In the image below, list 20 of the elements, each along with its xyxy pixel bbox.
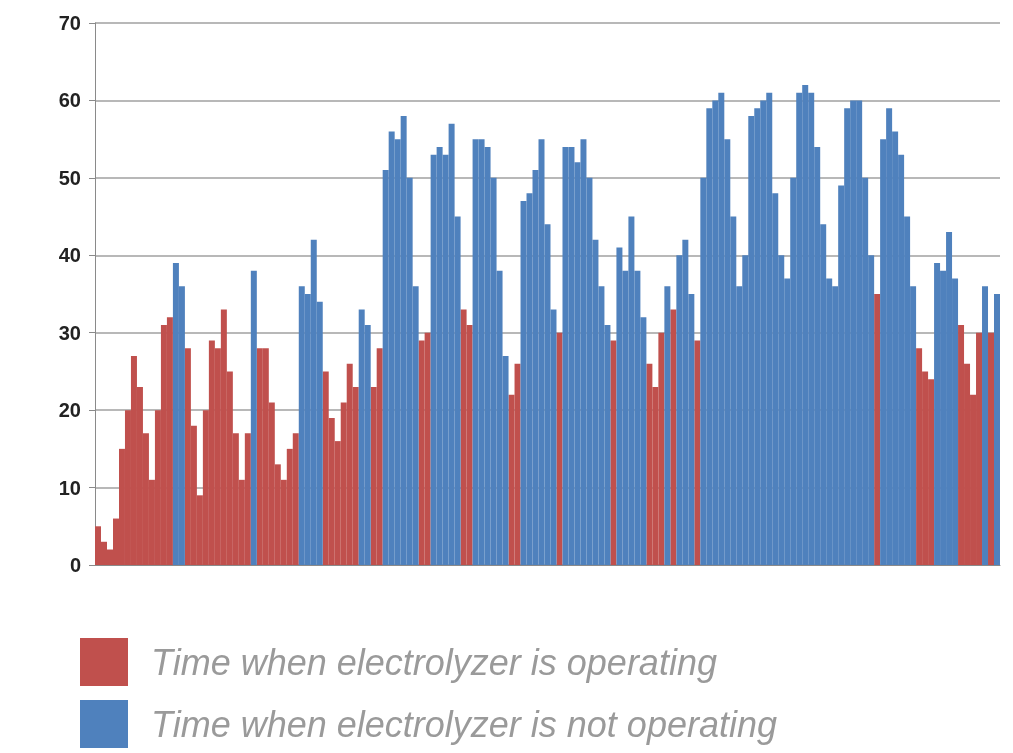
bar (982, 286, 989, 565)
y-tick-label: 50 (58, 166, 81, 189)
bar (988, 332, 995, 565)
y-tick-label: 10 (58, 476, 81, 499)
bar (250, 270, 257, 565)
bar (670, 309, 677, 565)
y-tick-label: 40 (58, 244, 81, 267)
bar (994, 294, 1000, 565)
bar (556, 332, 563, 565)
legend-label: Time when electrolyzer is not operating (151, 703, 777, 745)
y-tick-label: 60 (58, 89, 81, 112)
bar (610, 340, 617, 565)
y-tick-label: 0 (69, 554, 81, 576)
y-tick-label: 30 (58, 321, 81, 344)
legend-label: Time when electrolyzer is operating (151, 641, 717, 683)
bar (874, 294, 881, 565)
y-tick-label: 70 (58, 12, 81, 34)
bar (664, 286, 671, 565)
bar (694, 340, 701, 565)
y-tick-label: 20 (58, 399, 81, 422)
